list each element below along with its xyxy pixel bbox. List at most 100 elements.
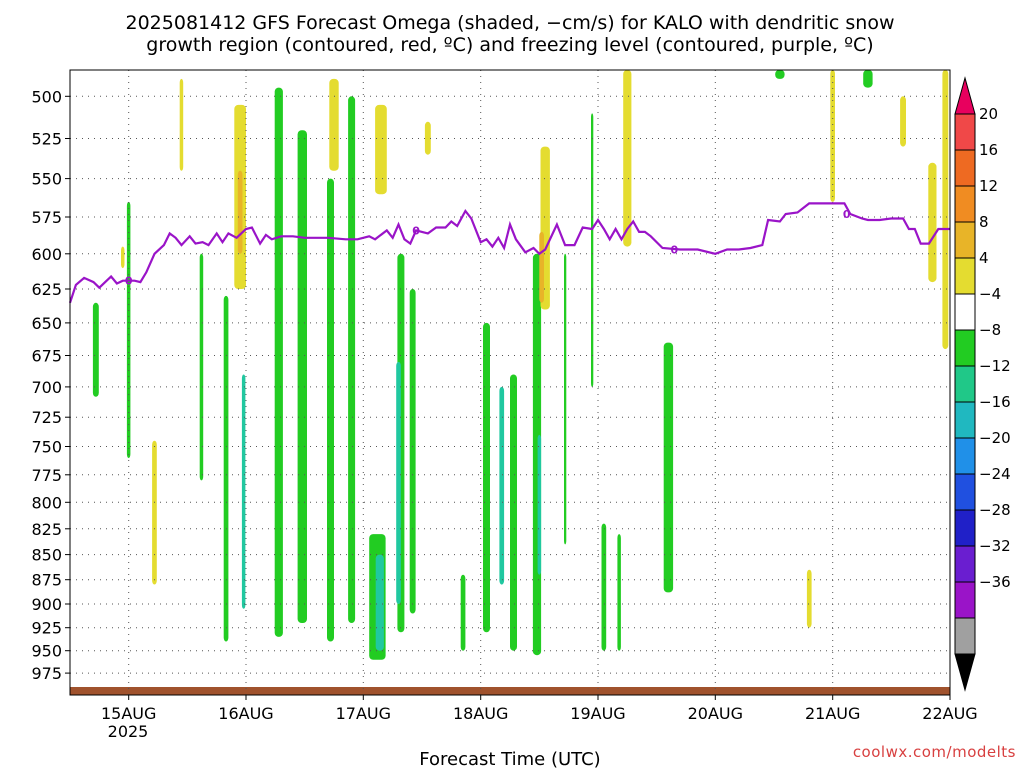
colorbar-label-13: −36 xyxy=(979,573,1011,591)
colorbar-swatch-1 xyxy=(954,113,976,151)
omega-cell-up-14 xyxy=(460,574,466,651)
omega-cell-up-6 xyxy=(297,130,307,623)
x-tick-label-3: 18AUG xyxy=(453,704,508,723)
omega-cell-down-37 xyxy=(623,70,632,247)
colorbar-label-4: 4 xyxy=(979,249,989,267)
colorbar-label-3: 8 xyxy=(979,213,989,231)
omega-cell-up-25 xyxy=(775,70,785,79)
y-tick-label-14: 850 xyxy=(31,546,62,565)
colorbar-swatch-6 xyxy=(954,293,976,331)
omega-cell-up-3 xyxy=(223,295,229,642)
omega-cell-down-33 xyxy=(375,104,387,195)
colorbar-label-9: −20 xyxy=(979,429,1011,447)
colorbar-cap-bottom xyxy=(954,653,976,692)
colorbar-swatch-12 xyxy=(954,509,976,547)
colorbar-label-7: −12 xyxy=(979,357,1011,375)
colorbar-label-5: −4 xyxy=(979,285,1001,303)
colorbar-swatch-13 xyxy=(954,545,976,583)
y-tick-label-10: 750 xyxy=(31,438,62,457)
y-tick-label-5: 625 xyxy=(31,280,62,299)
omega-cell-up-8 xyxy=(348,96,356,624)
colorbar-swatch-2 xyxy=(954,149,976,187)
colorbar-label-0: 20 xyxy=(979,105,998,123)
freezing-level-contour: 0 0 0 0 xyxy=(68,202,950,304)
omega-cell-down-40 xyxy=(928,162,937,283)
omega-cell-up-16 xyxy=(499,386,505,585)
x-tick-label-7: 22AUG xyxy=(922,704,977,723)
omega-cell-up-5 xyxy=(274,87,283,637)
y-tick-label-18: 950 xyxy=(31,642,62,661)
y-tick-label-8: 700 xyxy=(31,378,62,397)
x-tick-label-2: 17AUG xyxy=(336,704,391,723)
x-axis-label: Forecast Time (UTC) xyxy=(419,749,600,768)
y-tick-label-13: 825 xyxy=(31,520,62,539)
y-tick-label-17: 925 xyxy=(31,619,62,638)
y-tick-label-4: 600 xyxy=(31,245,62,264)
y-axis-ticks: 500 525 550 575 600 625 650 675 700 725 750 775 800 8… xyxy=(31,87,70,683)
omega-cell-up-4 xyxy=(241,374,246,609)
colorbar-swatch-15 xyxy=(954,617,976,655)
freezing-level-label-1: 0 xyxy=(412,224,420,237)
y-tick-label-11: 775 xyxy=(31,466,62,485)
omega-cell-down-31 xyxy=(237,170,243,254)
y-tick-label-6: 650 xyxy=(31,314,62,333)
ground-surface xyxy=(70,687,950,695)
omega-cell-up-21 xyxy=(591,113,594,387)
colorbar-swatch-7 xyxy=(954,329,976,367)
omega-cell-down-36 xyxy=(539,231,544,303)
colorbar-swatch-8 xyxy=(954,365,976,403)
colorbar-cap-top xyxy=(954,76,976,115)
omega-cell-up-19 xyxy=(537,434,542,575)
y-tick-label-7: 675 xyxy=(31,347,62,366)
chart-title: 2025081412 GFS Forecast Omega (shaded, −… xyxy=(126,12,895,56)
omega-cell-down-41 xyxy=(942,70,949,350)
colorbar-label-1: 16 xyxy=(979,141,998,159)
y-tick-label-0: 500 xyxy=(31,87,62,106)
omega-cell-up-20 xyxy=(564,253,567,545)
omega-cell-up-26 xyxy=(863,70,873,88)
omega-cell-up-15 xyxy=(483,322,490,633)
y-tick-label-16: 900 xyxy=(31,595,62,614)
omega-cell-down-28 xyxy=(152,440,157,585)
x-tick-label-4: 19AUG xyxy=(570,704,625,723)
y-tick-label-3: 575 xyxy=(31,208,62,227)
ground-strip xyxy=(70,687,950,695)
x-year-label: 2025 xyxy=(108,722,149,741)
omega-cell-down-32 xyxy=(329,78,339,171)
omega-cell-down-34 xyxy=(424,121,431,155)
omega-cell-down-42 xyxy=(806,569,812,628)
colorbar-swatch-11 xyxy=(954,473,976,511)
colorbar-swatch-10 xyxy=(954,437,976,475)
omega-cell-down-29 xyxy=(179,78,184,171)
y-tick-label-15: 875 xyxy=(31,571,62,590)
freezing-level-label-3: 0 xyxy=(843,208,851,221)
y-tick-label-2: 550 xyxy=(31,170,62,189)
colorbar-swatch-9 xyxy=(954,401,976,439)
freezing-level-line xyxy=(68,202,950,304)
colorbar-swatch-14 xyxy=(954,581,976,619)
colorbar-swatch-4 xyxy=(954,221,976,259)
y-tick-label-19: 975 xyxy=(31,664,62,683)
omega-cell-up-1 xyxy=(126,201,131,458)
freezing-level-label-2: 0 xyxy=(670,244,678,257)
omega-cell-up-13 xyxy=(396,361,401,604)
freezing-level-label-0: 0 xyxy=(125,275,133,288)
x-tick-label-1: 16AUG xyxy=(218,704,273,723)
omega-cell-up-23 xyxy=(617,534,621,651)
omega-cell-up-7 xyxy=(327,178,334,642)
omega-shading xyxy=(92,70,949,660)
omega-cell-up-2 xyxy=(199,253,204,481)
omega-cell-down-38 xyxy=(830,70,835,202)
credit-text: coolwx.com/modelts xyxy=(853,743,1016,761)
title-line-2: growth region (contoured, red, ºC) and f… xyxy=(146,34,873,56)
omega-cell-down-27 xyxy=(121,246,125,269)
colorbar-label-2: 12 xyxy=(979,177,998,195)
omega-cell-up-17 xyxy=(510,374,517,651)
colorbar-label-12: −32 xyxy=(979,537,1011,555)
colorbar-swatch-3 xyxy=(954,185,976,223)
omega-cell-down-39 xyxy=(900,96,906,147)
x-tick-label-5: 20AUG xyxy=(688,704,743,723)
x-axis-ticks: 15AUG 16AUG 17AUG 18AUG 19AUG 20AUG 21AUG 22AUG xyxy=(101,695,978,723)
title-line-1: 2025081412 GFS Forecast Omega (shaded, −… xyxy=(126,12,895,34)
